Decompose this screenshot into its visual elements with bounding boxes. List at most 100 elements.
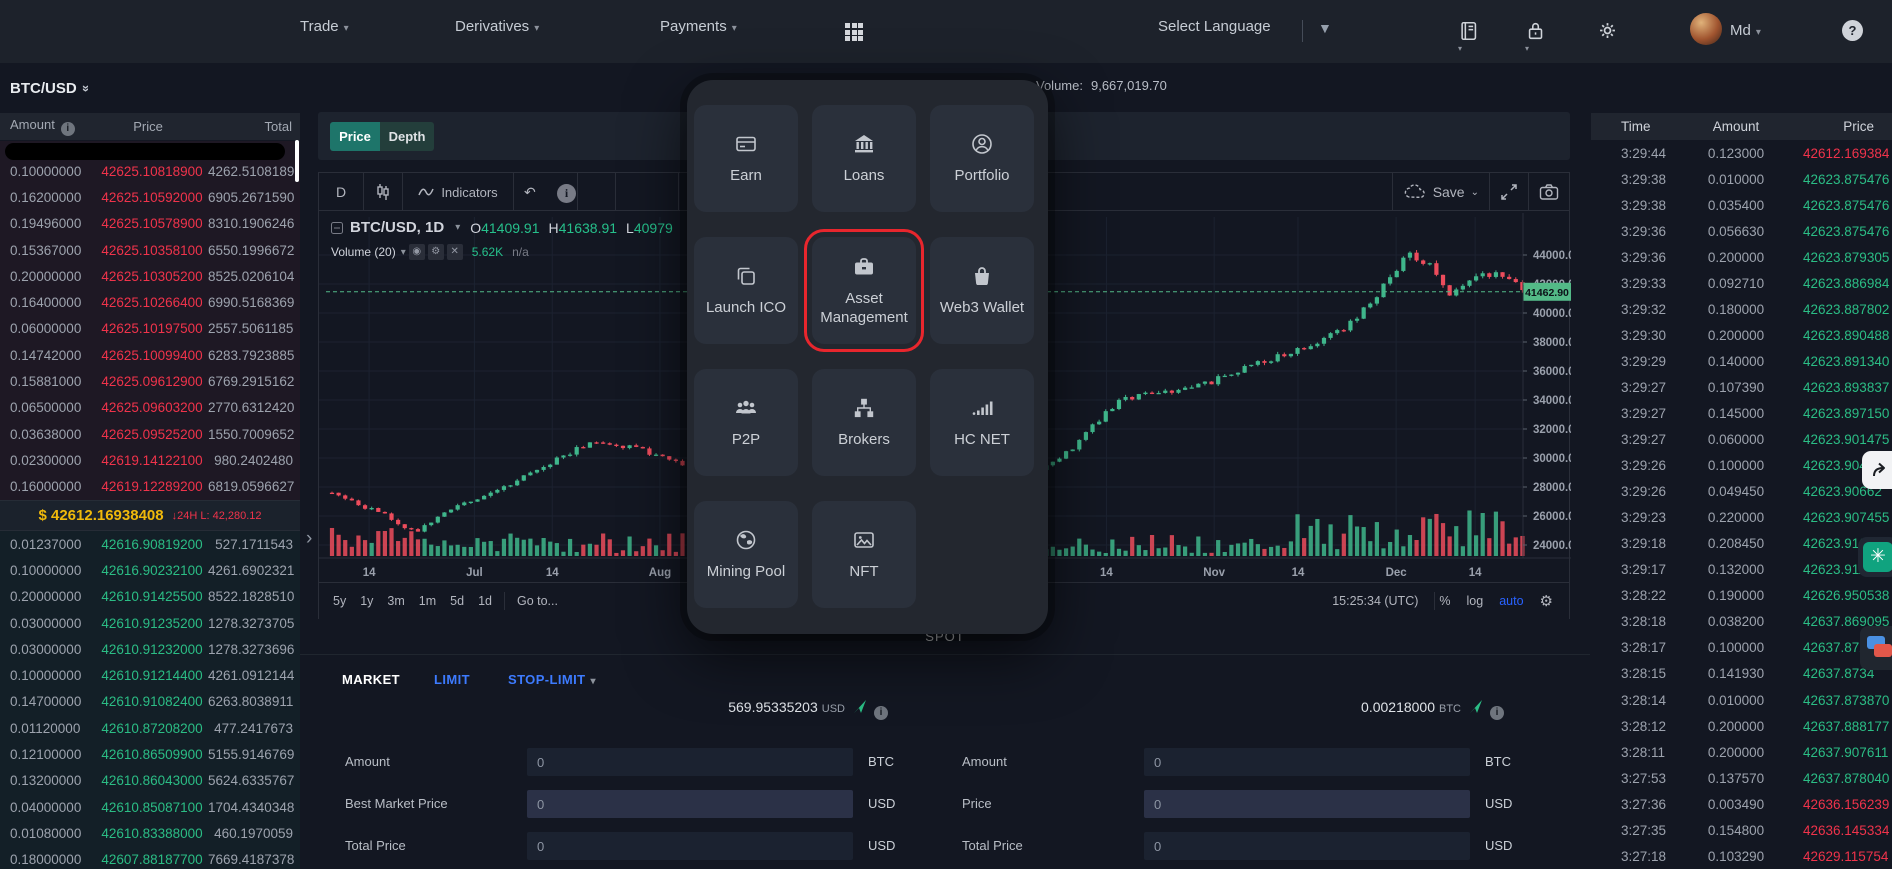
range-1d[interactable]: 1d xyxy=(478,594,492,608)
pair-selector[interactable]: BTC/USD« xyxy=(10,80,92,97)
balance-info-icon[interactable]: i xyxy=(874,700,888,720)
scale-settings-gear-icon[interactable]: ⚙ xyxy=(1539,593,1553,610)
orderbook-ask-row[interactable]: 0.15881000 42625.09612900 6769.2915162 xyxy=(10,374,295,390)
orders-book-icon[interactable]: ▾ xyxy=(1458,20,1480,60)
right-amount-input[interactable] xyxy=(1144,748,1470,776)
tab-stop-limit[interactable]: STOP-LIMIT ▾ xyxy=(508,672,596,687)
orderbook-bid-row[interactable]: 0.01237000 42616.90819200 527.1711543 xyxy=(10,536,293,552)
tab-market[interactable]: MARKET xyxy=(342,672,401,687)
orderbook-bid-row[interactable]: 0.04000000 42610.85087100 1704.4340348 xyxy=(10,799,295,815)
eye-icon[interactable]: ◉ xyxy=(408,244,425,260)
collapse-legend-icon[interactable] xyxy=(331,221,343,234)
orderbook-ask-row[interactable]: 0.15367000 42625.10358100 6550.1996672 xyxy=(10,242,295,258)
balance-info-icon[interactable]: i xyxy=(1490,700,1504,720)
fullscreen-button[interactable] xyxy=(1489,173,1528,211)
orderbook-bid-row[interactable]: 0.03000000 42610.91232000 1278.3273696 xyxy=(10,641,295,657)
app-tile-hc-net[interactable]: HC NET xyxy=(930,369,1034,476)
orderbook-ask-row[interactable]: 0.16400000 42625.10266400 6990.5168369 xyxy=(10,295,295,311)
app-tile-asset-management[interactable]: Asset Management xyxy=(804,229,924,352)
auto-scale-button[interactable]: auto xyxy=(1499,594,1524,608)
nav-trade[interactable]: Trade ▾ xyxy=(300,18,349,35)
orderbook-ask-row[interactable]: 0.16000000 42619.12289200 6819.0596627 xyxy=(10,479,295,495)
interval-button[interactable]: D xyxy=(319,173,364,211)
gear-icon[interactable]: ⚙ xyxy=(427,244,444,260)
orderbook-ask-row[interactable]: 0.16200000 42625.10592000 6905.2671590 xyxy=(10,189,295,205)
range-5d[interactable]: 5d xyxy=(450,594,465,608)
orderbook-ask-row[interactable]: 0.14742000 42625.10099400 6283.7923885 xyxy=(10,347,295,363)
orderbook-bid-row[interactable]: 0.14700000 42610.91082400 6263.8038911 xyxy=(10,694,294,710)
orderbook-ask-row[interactable]: 0.06000000 42625.10197500 2557.5061185 xyxy=(10,321,294,337)
amount-info-icon[interactable]: i xyxy=(60,122,75,136)
orderbook-bid-row[interactable]: 0.10000000 42610.91214400 4261.0912144 xyxy=(10,668,295,684)
info-icon[interactable]: i xyxy=(557,184,576,203)
assistant-widget-button[interactable]: ✳ xyxy=(1858,537,1892,577)
apps-grid-icon[interactable] xyxy=(845,23,865,41)
orderbook-bid-row[interactable]: 0.03000000 42610.91235200 1278.3273705 xyxy=(10,615,295,631)
orderbook-bid-row[interactable]: 0.18000000 42607.88187700 7669.4187378 xyxy=(10,852,295,868)
language-selector[interactable]: Select Language xyxy=(1158,18,1271,35)
orderbook-bid-row[interactable]: 0.12100000 42610.86509900 5155.9146769 xyxy=(10,747,295,763)
app-tile-label: Loans xyxy=(843,167,885,184)
help-icon[interactable]: ? xyxy=(1842,20,1863,41)
orderbook-bid-row[interactable]: 0.13200000 42610.86043000 5624.6335767 xyxy=(10,773,295,789)
app-tile-nft[interactable]: NFT xyxy=(812,501,916,608)
orderbook-ask-row[interactable]: 0.03638000 42625.09525200 1550.7009652 xyxy=(10,426,295,442)
range-5y[interactable]: 5y xyxy=(333,594,347,608)
chart-style-button[interactable] xyxy=(364,173,403,211)
nav-payments[interactable]: Payments ▾ xyxy=(660,18,737,35)
collapse-orderbook-arrow[interactable]: › xyxy=(306,528,313,549)
transfer-arrow-icon[interactable] xyxy=(852,699,868,720)
app-tile-web3-wallet[interactable]: Web3 Wallet xyxy=(930,237,1034,344)
app-tile-loans[interactable]: Loans xyxy=(812,105,916,212)
user-avatar[interactable] xyxy=(1690,13,1722,45)
tab-depth[interactable]: Depth xyxy=(380,122,434,151)
right-total-price-input[interactable] xyxy=(1144,832,1470,860)
orderbook-ask-row[interactable]: 0.19496000 42625.10578900 8310.1906246 xyxy=(10,216,295,232)
range-3m[interactable]: 3m xyxy=(387,594,405,608)
chat-widget-button[interactable] xyxy=(1860,626,1892,670)
left-best-market-price-input[interactable] xyxy=(527,790,853,818)
orderbook-ask-row[interactable]: 0.10000000 42625.10818900 4262.5108189 xyxy=(10,163,295,179)
chart-clock[interactable]: 15:25:34 (UTC) xyxy=(1332,594,1419,608)
indicators-button[interactable]: Indicators xyxy=(403,173,514,211)
app-tile-brokers[interactable]: Brokers xyxy=(812,369,916,476)
app-tile-portfolio[interactable]: Portfolio xyxy=(930,105,1034,212)
share-widget-button[interactable] xyxy=(1862,451,1892,489)
svg-text:44000.00: 44000.00 xyxy=(1533,250,1571,262)
tab-price[interactable]: Price xyxy=(330,122,380,151)
app-tile-launch-ico[interactable]: Launch ICO xyxy=(694,237,798,344)
app-tile-earn[interactable]: Earn xyxy=(694,105,798,212)
left-amount-input[interactable] xyxy=(527,748,853,776)
right-price-input[interactable] xyxy=(1144,790,1470,818)
transfer-arrow-icon[interactable] xyxy=(1468,699,1484,720)
language-caret-icon[interactable]: ▼ xyxy=(1318,20,1332,36)
goto-button[interactable]: Go to... xyxy=(516,594,558,608)
orderbook-bid-row[interactable]: 0.20000000 42610.91425500 8522.1828510 xyxy=(10,589,295,605)
orderbook-bid-row[interactable]: 0.01120000 42610.87208200 477.2417673 xyxy=(10,720,293,736)
orderbook-ask-row[interactable]: 0.02300000 42619.14122100 980.2402480 xyxy=(10,452,293,468)
app-tile-p2p[interactable]: P2P xyxy=(694,369,798,476)
security-lock-icon[interactable]: ▾ xyxy=(1525,20,1547,60)
snapshot-camera-button[interactable] xyxy=(1528,173,1569,211)
settings-gear-icon[interactable] xyxy=(1597,20,1618,41)
last-price-row[interactable]: $ 42612.16938408 ↓24H L: 42,280.12 xyxy=(0,500,300,531)
app-tile-mining-pool[interactable]: Mining Pool xyxy=(694,501,798,608)
orderbook-ask-row[interactable]: 0.20000000 42625.10305200 8525.0206104 xyxy=(10,268,295,284)
orderbook-scrollbar[interactable] xyxy=(295,140,299,182)
tab-limit[interactable]: LIMIT xyxy=(434,672,470,687)
user-menu[interactable]: Md ▾ xyxy=(1730,22,1761,39)
percent-scale-button[interactable]: % xyxy=(1439,594,1451,608)
chart-legend[interactable]: BTC/USD, 1D ▾ O41409.91 H41638.91 L40979 xyxy=(331,219,682,236)
left-total-price-input[interactable] xyxy=(527,832,853,860)
save-layout-button[interactable]: Save ⌄ xyxy=(1391,173,1489,211)
orderbook-bid-row[interactable]: 0.01080000 42610.83388000 460.1970059 xyxy=(10,825,293,841)
nav-derivatives[interactable]: Derivatives ▾ xyxy=(455,18,540,35)
orderbook-ask-row[interactable]: 0.06500000 42625.09603200 2770.6312420 xyxy=(10,400,295,416)
orderbook-bid-row[interactable]: 0.10000000 42616.90232100 4261.6902321 xyxy=(10,562,295,578)
log-scale-button[interactable]: log xyxy=(1466,594,1484,608)
legend-caret-icon[interactable]: ▾ xyxy=(455,222,461,233)
close-icon[interactable]: ✕ xyxy=(446,244,463,260)
undo-button[interactable]: ↶ xyxy=(514,173,578,211)
range-1y[interactable]: 1y xyxy=(360,594,374,608)
range-1m[interactable]: 1m xyxy=(418,594,437,608)
